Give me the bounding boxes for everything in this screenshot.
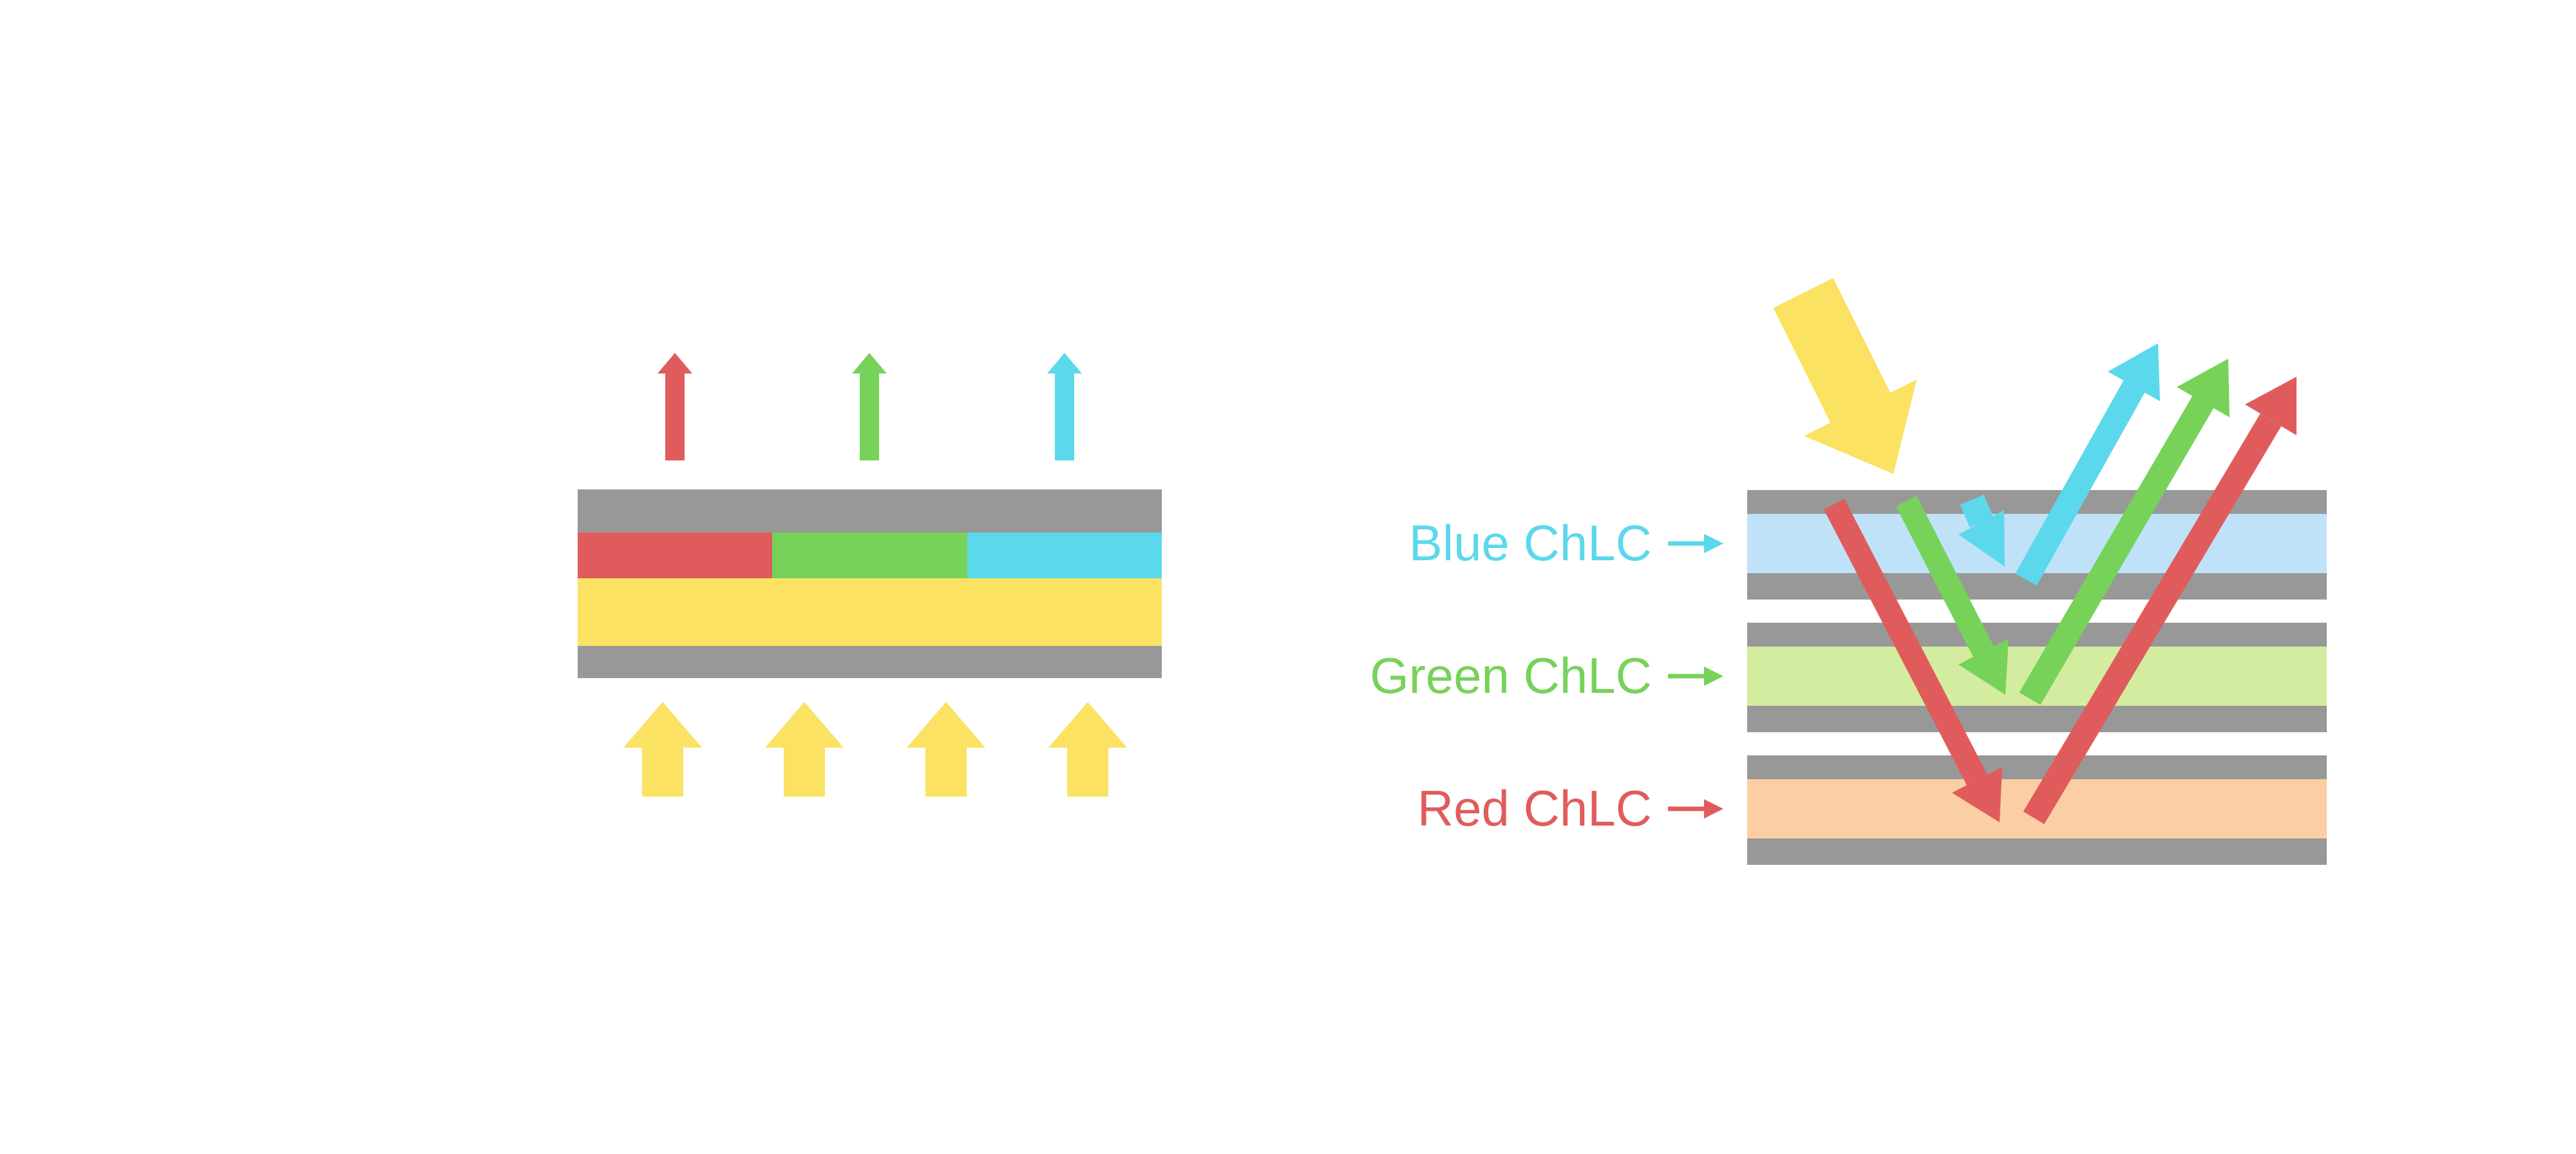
green-reflected-ray-arrow-icon: [2177, 359, 2230, 417]
transmissive-stack-diagram: [578, 353, 1162, 797]
backlight-layer: [578, 578, 1162, 646]
red-chlc-label: Red ChLC: [1417, 780, 1652, 837]
blue-refracted-ray-line: [1960, 495, 1994, 527]
red-pixel-segment: [578, 533, 772, 578]
green-reflected-ray-line: [2019, 395, 2214, 705]
green-label-arrow-icon: [1704, 667, 1723, 686]
cyan-pixel-segment: [967, 533, 1162, 578]
incident-light-arrow-icon: [1773, 278, 1917, 475]
red-cell-top-substrate: [1747, 755, 2327, 779]
blue-reflected-ray-arrow-icon: [2108, 343, 2160, 401]
red-reflected-ray-arrow-icon: [2245, 377, 2297, 435]
cyan-output-arrow-icon: [1047, 353, 1082, 460]
backlight-arrow-icon-4: [1048, 702, 1127, 797]
red-refracted-ray-arrow-icon: [1952, 767, 2002, 822]
red-refracted-ray-line: [1824, 498, 1987, 786]
red-cell-bottom-substrate: [1747, 838, 2327, 865]
backlight-arrow-icon-2: [765, 702, 844, 797]
green-cell-top-substrate: [1747, 623, 2327, 647]
blue-chlc-label: Blue ChLC: [1409, 515, 1652, 571]
green-output-arrow-icon: [852, 353, 887, 460]
green-chlc-label: Green ChLC: [1370, 647, 1652, 704]
red-output-arrow-icon: [658, 353, 692, 460]
backlight-arrow-icon-1: [623, 702, 702, 797]
top-substrate-layer: [578, 489, 1162, 533]
blue-refracted-ray-arrow-icon: [1958, 510, 2005, 567]
red-label-arrow-icon: [1704, 799, 1723, 818]
green-pixel-segment: [772, 533, 967, 578]
reflective-chlc-stack-diagram: Blue ChLC Green ChLC Red ChLC: [1370, 278, 2327, 865]
bottom-substrate-layer: [578, 646, 1162, 678]
red-reflected-ray-line: [2023, 413, 2282, 824]
green-refracted-ray-arrow-icon: [1958, 639, 2009, 695]
backlight-arrow-icon-3: [907, 702, 985, 797]
blue-reflected-ray-line: [2015, 380, 2145, 586]
green-refracted-ray-line: [1895, 495, 1994, 657]
green-cell-bottom-substrate: [1747, 706, 2327, 732]
blue-label-arrow-icon: [1704, 534, 1723, 553]
